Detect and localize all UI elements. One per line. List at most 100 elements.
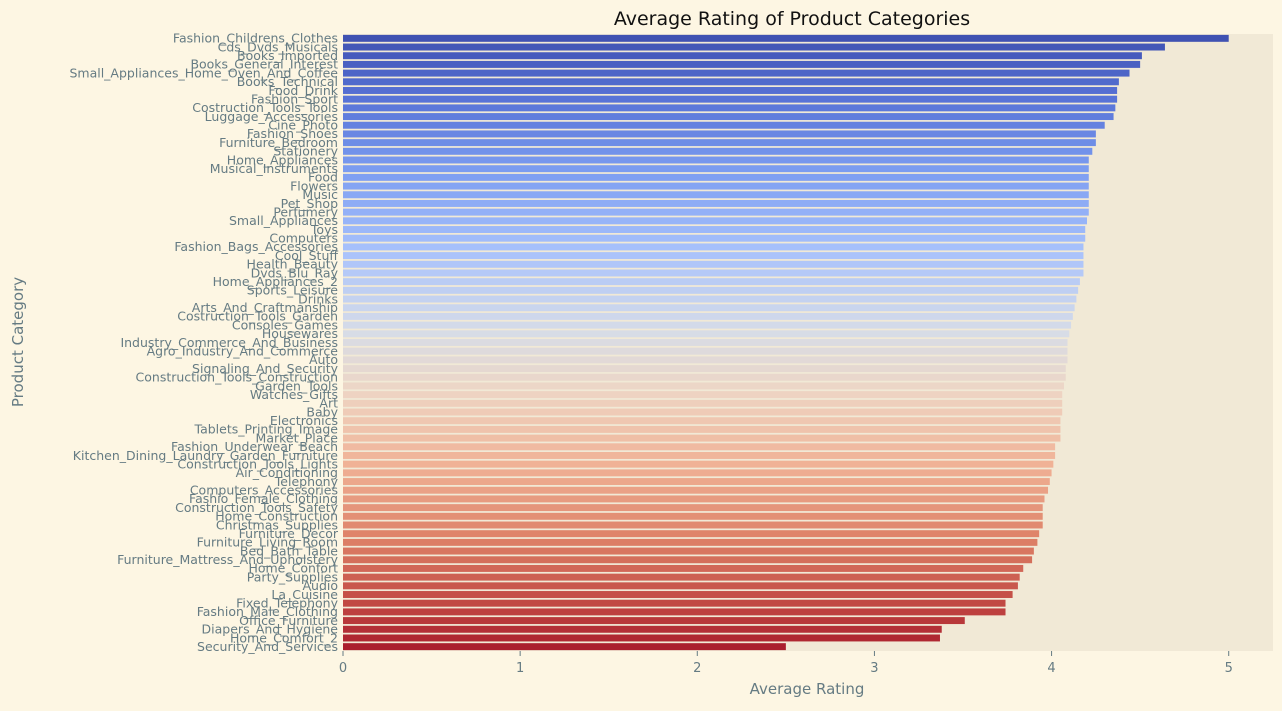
x-tick-label: 5 <box>1225 661 1233 676</box>
category-label: Books_Imported <box>237 48 338 63</box>
bar <box>343 312 1073 320</box>
bar <box>343 130 1096 138</box>
bar <box>343 573 1020 581</box>
bar <box>343 87 1118 94</box>
category-label: Cool_Stuff <box>275 248 339 263</box>
category-label: Construction_Tools_Lights <box>177 456 338 471</box>
category-label: Garden_Tools <box>255 378 338 393</box>
bar <box>343 295 1077 303</box>
bar <box>343 304 1075 312</box>
bar <box>343 147 1093 155</box>
category-label: Bed_Bath_Table <box>240 543 338 558</box>
category-label: Fashion_Bags_Accessories <box>174 239 338 254</box>
bar <box>343 52 1142 60</box>
category-label: Furniture_Mattress_And_Upholstery <box>117 552 338 567</box>
bar <box>343 95 1118 103</box>
category-label: Party_Supplies <box>247 569 338 584</box>
category-label: Air_Conditioning <box>236 465 338 480</box>
bar <box>343 278 1080 286</box>
bar <box>343 373 1066 381</box>
category-label: Consoles_Games <box>232 317 338 332</box>
bar <box>343 547 1034 555</box>
category-label: Construction_Tools_Safety <box>175 500 338 515</box>
bar <box>343 634 940 642</box>
bar <box>343 243 1084 251</box>
bar <box>343 512 1043 520</box>
category-label: Music <box>302 187 338 202</box>
bar <box>343 382 1064 390</box>
category-label: Computers <box>269 231 338 246</box>
bar <box>343 425 1061 433</box>
bar <box>343 60 1141 68</box>
category-label: Cds_Dvds_Musicals <box>218 39 338 54</box>
x-tick-label: 2 <box>693 661 701 676</box>
category-label: Fashio_Female_Clothing <box>189 491 338 506</box>
bar <box>343 599 1006 607</box>
category-label: Health_Beauty <box>247 257 339 272</box>
category-label: Toys <box>310 222 338 237</box>
bar <box>343 391 1063 399</box>
bar <box>343 625 942 633</box>
bar <box>343 434 1061 442</box>
bar <box>343 104 1116 112</box>
category-label: Flowers <box>290 178 338 193</box>
category-label: Home_Comfort_2 <box>230 630 338 645</box>
bar <box>343 365 1066 373</box>
category-label: Perfumery <box>273 204 338 219</box>
category-label: Diapers_And_Hygiene <box>202 622 339 637</box>
category-label: Musical_Instruments <box>210 161 338 176</box>
bar <box>343 495 1045 503</box>
category-label: Food <box>308 170 338 185</box>
category-label: Signaling_And_Security <box>192 361 339 376</box>
category-labels-group: Fashion_Childrens_ClothesCds_Dvds_Musica… <box>69 31 338 654</box>
category-label: Fashion_Childrens_Clothes <box>173 31 338 46</box>
category-label: Housewares <box>262 326 338 341</box>
y-axis-label: Product Category <box>9 277 27 407</box>
bars-group <box>343 34 1229 651</box>
bar <box>343 199 1089 207</box>
bar <box>343 469 1052 477</box>
category-label: Small_Appliances_Home_Oven_And_Coffee <box>69 65 338 80</box>
category-label: Stationery <box>273 144 338 159</box>
category-label: Security_And_Services <box>197 639 338 654</box>
category-label: Books_General_Interest <box>190 57 338 72</box>
bar <box>343 582 1018 590</box>
bar <box>343 69 1130 77</box>
bar <box>343 34 1229 42</box>
category-label: Cine_Photo <box>268 118 338 133</box>
x-ticks-group: 0 1 2 3 4 5 <box>339 651 1233 676</box>
category-label: Industry_Commerce_And_Business <box>120 335 338 350</box>
category-label: Office_Furniture <box>239 613 338 628</box>
category-label: Food_Drink <box>268 83 338 98</box>
bar <box>343 530 1040 538</box>
bar <box>343 286 1079 294</box>
bar <box>343 217 1087 225</box>
category-label: Costruction_Tools_Tools <box>192 100 338 115</box>
bar <box>343 417 1061 425</box>
bar <box>343 347 1068 355</box>
bar <box>343 113 1114 121</box>
category-label: Construction_Tools_Construction <box>136 370 338 385</box>
category-label: Sports_Leisure <box>247 283 339 298</box>
bar <box>343 121 1105 129</box>
category-label: Books_Technical <box>237 74 338 89</box>
category-label: Fashion_Male_Clothing <box>197 604 338 619</box>
category-label: Baby <box>306 404 338 419</box>
category-label: Market_Place <box>256 430 339 445</box>
bar <box>343 617 965 625</box>
x-tick-label: 3 <box>870 661 878 676</box>
category-label: Tablets_Printing_Image <box>194 422 339 437</box>
bar <box>343 339 1068 346</box>
x-tick-label: 1 <box>516 661 524 676</box>
bar <box>343 234 1086 242</box>
category-label: Arts_And_Craftmanship <box>192 300 338 315</box>
bar <box>343 330 1070 338</box>
bar <box>343 564 1024 572</box>
category-label: Home_Appliances <box>227 152 338 167</box>
bar <box>343 408 1063 416</box>
category-label: Fixed_Telephony <box>236 596 338 611</box>
x-tick-label: 4 <box>1047 661 1055 676</box>
category-label: Costruction_Tools_Garden <box>177 309 338 324</box>
category-label: Small_Appliances <box>229 213 338 228</box>
